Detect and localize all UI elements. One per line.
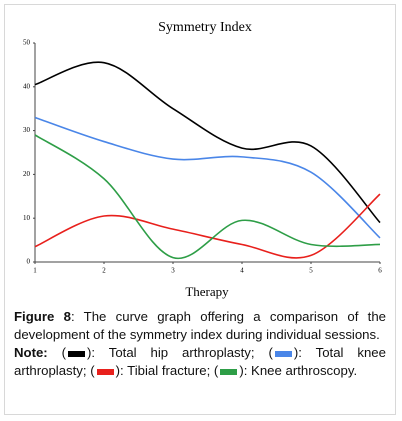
note-label: Note: [14,345,48,360]
y-tick-label: 40 [23,82,31,90]
note-open: ( [90,363,95,378]
note-separator: ; [250,345,255,360]
caption-text: : The curve graph offering a comparison … [14,309,387,342]
legend-swatch [220,368,238,375]
legend-swatch [274,350,292,357]
note-open: ( [61,345,67,360]
y-tick-label: 20 [23,170,31,178]
note-close: ): [87,345,96,360]
y-tick-label: 10 [23,214,31,222]
legend-label: Tibial fracture [127,363,207,378]
note-end: . [353,363,358,378]
legend-label: Total knee arthroplasty [14,345,386,378]
series-line [34,134,381,260]
note-close: ): [115,363,124,378]
x-tick-label: 6 [378,267,382,275]
legend-swatch [68,350,86,357]
chart: Symmetry Index Therapy 0 10 20 30 40 50 1 2 3 4 5 6 [23,20,382,299]
legend-label: Total hip arthroplasty [108,345,251,360]
series-line [34,61,381,224]
series-line [34,193,381,259]
x-tick-label: 3 [171,267,175,275]
note-separator: ; [82,363,87,378]
x-tick-label: 4 [240,267,244,275]
x-tick-label: 1 [33,267,37,275]
y-tick-label: 30 [23,126,31,134]
note-close: ): [293,345,302,360]
legend-label: Knee arthroscopy [251,363,354,378]
x-tick-label: 2 [102,267,106,275]
series-line [34,116,381,239]
x-tick-label: 5 [309,267,313,275]
chart-title: Symmetry Index [158,20,252,35]
note: (): Total hip arthroplasty; (): Total kn… [14,345,386,378]
caption-label: Figure 8 [14,309,71,324]
note-open: ( [213,363,219,378]
note-open: ( [268,345,273,360]
x-axis-label: Therapy [185,284,229,299]
y-tick-label: 50 [23,39,31,47]
y-tick-label: 0 [27,258,31,266]
caption: Figure 8: The curve graph offering a com… [14,308,386,380]
figure-frame [4,4,396,415]
note-separator: ; [206,363,211,378]
legend-swatch [96,368,114,375]
note-close: ): [239,363,248,378]
